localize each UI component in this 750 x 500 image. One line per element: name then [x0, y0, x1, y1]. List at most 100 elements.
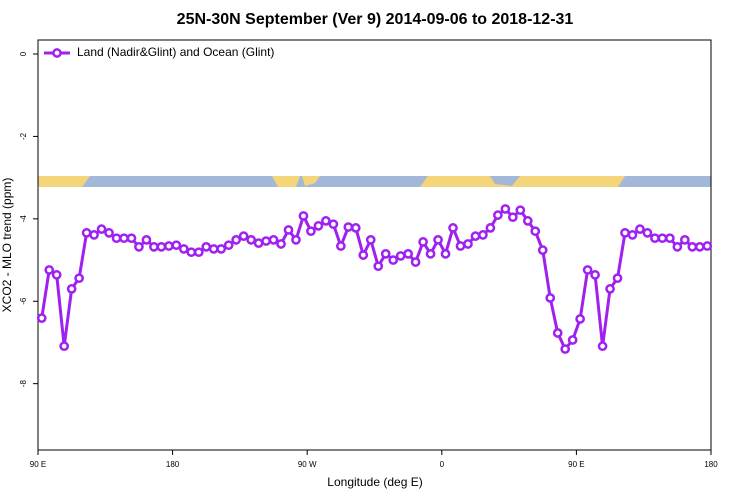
y-tick-label: -2 — [19, 132, 28, 140]
data-point — [493, 210, 503, 220]
legend-marker — [52, 48, 62, 58]
data-point — [126, 233, 137, 244]
data-point — [66, 284, 77, 294]
x-tick-label: 180 — [166, 460, 180, 469]
data-point — [679, 234, 690, 245]
data-point — [522, 216, 533, 226]
data-point — [380, 249, 391, 259]
data-point — [313, 220, 324, 231]
data-point — [702, 241, 713, 251]
data-point — [597, 341, 608, 352]
data-point — [582, 265, 593, 275]
series-line — [40, 206, 708, 352]
data-point — [605, 284, 615, 294]
x-axis-label: Longitude (deg E) — [327, 475, 422, 489]
data-point — [627, 230, 638, 240]
data-point — [164, 241, 174, 251]
data-point — [463, 239, 473, 249]
data-point — [575, 314, 585, 324]
data-point — [74, 273, 84, 284]
map-strip — [38, 176, 711, 187]
y-axis-label: XCO2 - MLO trend (ppm) — [0, 178, 14, 313]
x-tick-label: 90 W — [298, 460, 317, 469]
data-point — [268, 234, 279, 245]
y-tick-label: 0 — [19, 51, 28, 56]
data-point — [612, 273, 623, 284]
data-point — [306, 226, 316, 237]
x-tick-label: 90 E — [30, 460, 46, 469]
legend-label: Land (Nadir&Glint) and Ocean (Glint) — [77, 45, 274, 59]
data-point — [560, 344, 571, 354]
data-point — [178, 244, 189, 254]
data-point — [141, 234, 152, 245]
data-point — [448, 223, 458, 233]
data-point — [672, 242, 683, 252]
y-tick-label: -4 — [19, 215, 28, 223]
data-point — [500, 204, 511, 214]
data-point — [455, 241, 466, 251]
data-point — [530, 226, 541, 237]
data-point — [81, 227, 92, 238]
data-point — [156, 242, 167, 252]
data-point — [208, 244, 219, 254]
data-point — [507, 212, 518, 223]
data-point — [104, 227, 114, 238]
data-point — [253, 238, 264, 248]
data-point — [425, 249, 436, 259]
data-point — [246, 234, 256, 245]
data-point — [171, 240, 182, 251]
data-point — [149, 242, 159, 252]
data-point — [89, 230, 99, 240]
chart-title: 25N-30N September (Ver 9) 2014-09-06 to … — [177, 11, 574, 28]
data-point — [620, 227, 630, 238]
data-point — [223, 240, 234, 251]
data-point — [291, 234, 301, 245]
data-point — [485, 223, 496, 233]
data-point — [537, 245, 548, 256]
data-point — [36, 313, 47, 323]
data-point — [231, 234, 242, 245]
data-point — [388, 255, 399, 265]
data-point — [418, 237, 428, 247]
data-point — [687, 242, 698, 252]
data-point — [470, 231, 481, 241]
data-point — [635, 224, 645, 234]
data-point — [478, 230, 488, 240]
data-point — [111, 233, 122, 244]
data-point — [350, 223, 361, 233]
data-point — [343, 222, 354, 232]
x-tick-label: 90 E — [568, 460, 584, 469]
data-point — [216, 244, 227, 254]
data-point — [694, 242, 705, 252]
data-point — [283, 225, 294, 235]
data-point — [44, 265, 55, 275]
data-point — [395, 251, 406, 261]
data-point — [642, 227, 653, 238]
data-point — [590, 270, 600, 280]
y-tick-label: -8 — [19, 380, 28, 388]
data-point — [51, 270, 62, 280]
data-point — [545, 293, 556, 303]
data-point — [650, 233, 660, 244]
data-point — [365, 234, 376, 245]
x-tick-label: 180 — [704, 460, 718, 469]
data-point — [186, 247, 197, 258]
data-point — [201, 242, 212, 252]
data-point — [336, 241, 346, 251]
legend: Land (Nadir&Glint) and Ocean (Glint) — [44, 45, 274, 59]
data-point — [321, 216, 331, 226]
data-point — [373, 261, 384, 272]
data-point — [276, 239, 286, 249]
data-point — [410, 257, 421, 267]
data-point — [193, 247, 204, 258]
data-point — [261, 236, 271, 246]
data-point — [358, 250, 369, 260]
data-point — [440, 249, 451, 259]
data-point — [238, 231, 249, 241]
x-tick-label: 0 — [440, 460, 445, 469]
data-point — [665, 233, 675, 244]
data-point — [59, 341, 70, 352]
data-point — [403, 249, 413, 259]
data-point — [328, 219, 339, 230]
